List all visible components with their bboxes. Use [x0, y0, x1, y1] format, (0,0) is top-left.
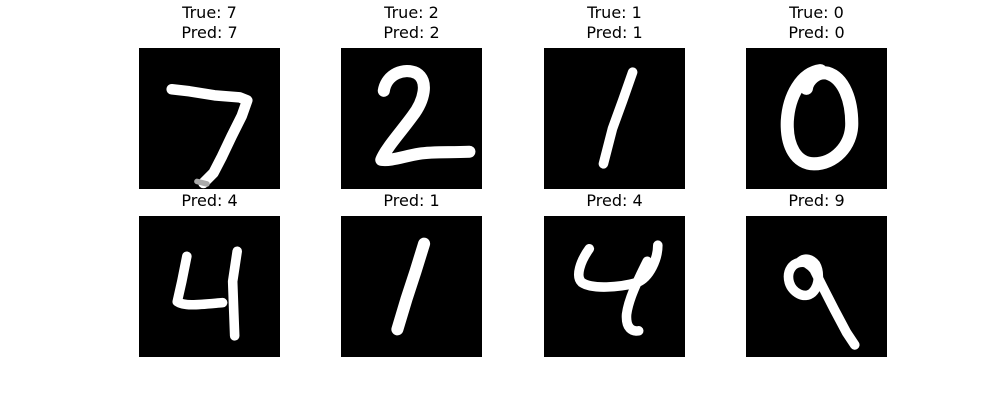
pred-label: Pred: 2: [383, 23, 440, 42]
pred-label: Pred: 1: [586, 23, 643, 42]
sample-title: True: 2 Pred: 2: [301, 3, 522, 43]
sample-title: Pred: 1: [301, 191, 522, 211]
digit-image-1: [544, 48, 685, 189]
pred-label: Pred: 0: [788, 23, 845, 42]
true-label: True: 2: [384, 3, 439, 22]
sample-title: Pred: 9: [706, 191, 927, 211]
digit-image-1: [341, 216, 482, 357]
true-label: True: 7: [182, 3, 237, 22]
sample-title: True: 1 Pred: 1: [504, 3, 725, 43]
true-label: True: 1: [587, 3, 642, 22]
digit-image-4: [544, 216, 685, 357]
sample-title: Pred: 4: [504, 191, 725, 211]
pred-label: Pred: 9: [788, 191, 845, 210]
pred-label: Pred: 7: [181, 23, 238, 42]
pred-label: Pred: 4: [181, 191, 238, 210]
pred-label: Pred: 1: [383, 191, 440, 210]
sample-title: Pred: 4: [99, 191, 320, 211]
digit-image-4: [139, 216, 280, 357]
sample-title: True: 7 Pred: 7: [99, 3, 320, 43]
digit-image-0: [746, 48, 887, 189]
digit-image-9: [746, 216, 887, 357]
true-label: True: 0: [789, 3, 844, 22]
digit-image-2: [341, 48, 482, 189]
digit-image-7: [139, 48, 280, 189]
pred-label: Pred: 4: [586, 191, 643, 210]
sample-title: True: 0 Pred: 0: [706, 3, 927, 43]
